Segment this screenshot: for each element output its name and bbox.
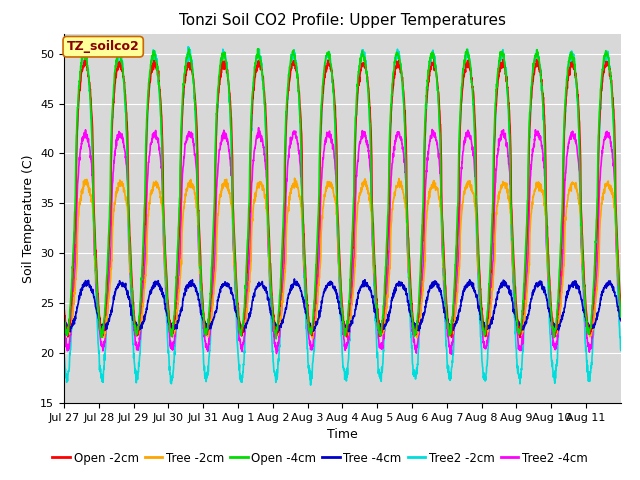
Open -2cm <box>609 103 617 108</box>
Tree2 -2cm <box>609 117 617 123</box>
Open -2cm <box>617 303 625 309</box>
Tree2 -4cm <box>255 125 262 131</box>
Tree -4cm <box>511 311 518 316</box>
Tree2 -4cm <box>236 337 244 343</box>
Y-axis label: Soil Temperature (C): Soil Temperature (C) <box>22 154 35 283</box>
Tree2 -2cm <box>376 375 384 381</box>
Open -2cm <box>116 62 124 68</box>
Tree -4cm <box>116 278 124 284</box>
Tree -2cm <box>60 308 68 313</box>
Tree2 -4cm <box>617 318 625 324</box>
Tree -4cm <box>275 329 282 335</box>
Open -4cm <box>116 52 124 58</box>
Tree -4cm <box>542 291 550 297</box>
Tree2 -2cm <box>307 382 314 388</box>
Tree -4cm <box>291 276 298 282</box>
Open -2cm <box>510 264 518 270</box>
Tree2 -2cm <box>511 315 518 321</box>
Tree2 -2cm <box>236 371 244 376</box>
Tree -2cm <box>116 183 124 189</box>
Open -4cm <box>60 314 68 320</box>
Open -2cm <box>236 324 244 330</box>
Tree2 -2cm <box>542 218 550 224</box>
Tree2 -4cm <box>60 322 68 328</box>
Text: TZ_soilco2: TZ_soilco2 <box>67 40 140 53</box>
Tree -4cm <box>609 285 617 290</box>
Tree -2cm <box>376 329 384 335</box>
Tree2 -4cm <box>609 163 617 169</box>
Open -4cm <box>511 282 518 288</box>
Tree2 -2cm <box>116 53 124 59</box>
Tree -4cm <box>376 322 384 327</box>
Line: Open -2cm: Open -2cm <box>64 59 621 337</box>
Line: Tree2 -4cm: Tree2 -4cm <box>64 128 621 354</box>
Tree -2cm <box>609 195 617 201</box>
Tree2 -4cm <box>447 351 455 357</box>
Open -4cm <box>617 314 625 320</box>
Tree -2cm <box>308 336 316 341</box>
Tree2 -4cm <box>542 197 550 203</box>
Tree2 -2cm <box>617 348 625 353</box>
Tree -2cm <box>542 211 550 216</box>
Line: Tree -4cm: Tree -4cm <box>64 279 621 332</box>
Tree2 -4cm <box>376 343 384 348</box>
Tree2 -2cm <box>184 44 192 49</box>
Line: Tree2 -2cm: Tree2 -2cm <box>64 47 621 385</box>
Line: Tree -2cm: Tree -2cm <box>64 178 621 338</box>
Open -2cm <box>542 164 550 170</box>
Open -4cm <box>236 329 244 335</box>
Open -2cm <box>60 305 68 311</box>
Open -4cm <box>609 116 617 121</box>
Line: Open -4cm: Open -4cm <box>64 48 621 339</box>
Tree -2cm <box>291 175 298 181</box>
Tree -2cm <box>236 322 244 328</box>
Tree -4cm <box>236 322 244 327</box>
Open -4cm <box>542 203 550 209</box>
Legend: Open -2cm, Tree -2cm, Open -4cm, Tree -4cm, Tree2 -2cm, Tree2 -4cm: Open -2cm, Tree -2cm, Open -4cm, Tree -4… <box>48 447 592 469</box>
Open -4cm <box>376 329 384 335</box>
Open -2cm <box>430 56 438 61</box>
Tree -2cm <box>511 286 518 292</box>
Open -4cm <box>255 46 262 51</box>
Open -4cm <box>272 336 280 342</box>
Tree2 -2cm <box>60 349 68 355</box>
Open -2cm <box>376 331 383 337</box>
Tree -4cm <box>617 314 625 320</box>
Tree -2cm <box>617 306 625 312</box>
Title: Tonzi Soil CO2 Profile: Upper Temperatures: Tonzi Soil CO2 Profile: Upper Temperatur… <box>179 13 506 28</box>
Tree -4cm <box>60 314 68 320</box>
Open -2cm <box>516 335 524 340</box>
Tree2 -4cm <box>116 134 124 140</box>
X-axis label: Time: Time <box>327 429 358 442</box>
Tree2 -4cm <box>511 292 518 298</box>
